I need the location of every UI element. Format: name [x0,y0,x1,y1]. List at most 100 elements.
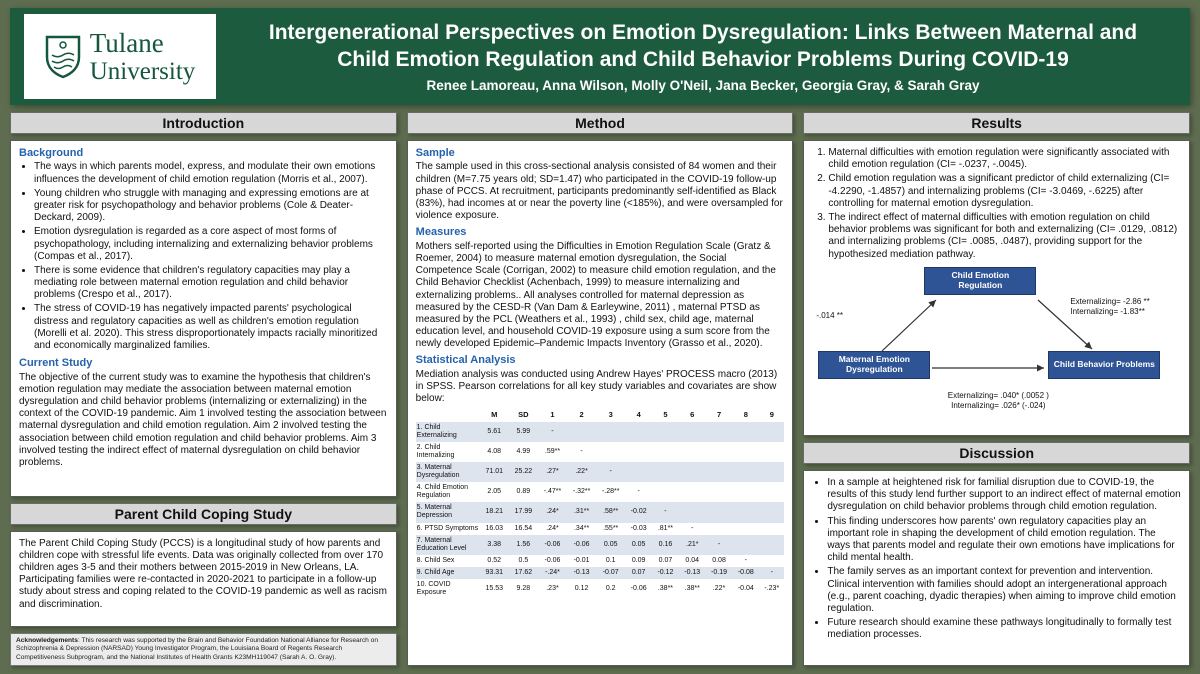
corr-column-header: 3 [608,410,613,420]
corr-cell [759,535,784,555]
tulane-wordmark: Tulane University [89,27,196,85]
background-bullet: Emotion dysregulation is regarded as a c… [34,226,388,263]
corr-cell: 1.56 [516,540,531,548]
corr-cell: -0.07 [602,568,619,576]
corr-row: 9. Child Age 93.31 17.62 -.24* -0.13 -0.07 0.0… [415,566,785,579]
results-item: Child emotion regulation was a significa… [828,173,1181,210]
corr-cell: -0.01 [573,556,590,564]
corr-cell [679,482,706,502]
corr-cell [706,482,733,502]
corr-cell: 2.05 [487,488,502,496]
diagram-box-child-emotion-regulation: Child Emotion Regulation [924,266,1037,295]
corr-cell: 0.07 [631,568,646,576]
corr-cell [679,422,706,442]
corr-cell: .59** [544,448,561,456]
corr-row: 6. PTSD Symptoms 16.03 16.54 .24* .34** .55**… [416,523,785,535]
corr-cell: 0.12 [574,584,589,592]
mediation-arrows [881,299,1093,372]
diagram-box-maternal-emotion-dysregulation: Maternal Emotion Dysregulation [818,350,931,379]
discussion-bullet: The family serves as an important contex… [827,566,1181,615]
corr-row-label: 9. Child Age [416,568,455,576]
corr-row-label: 4. Child Emotion Regulation [416,484,469,500]
corr-cell: 5.99 [516,428,531,436]
corr-cell: .38** [684,584,700,592]
corr-cell: 0.5 [518,556,529,564]
acknowledgements-label: Acknowledgements [16,636,78,644]
tulane-shield-icon [45,35,80,78]
corr-cell: .81** [657,524,674,532]
corr-cell: .34** [573,524,590,532]
corr-cell: .23* [546,584,559,592]
corr-cell [732,442,759,462]
background-heading: Background [19,147,84,159]
background-bullet: The ways in which parents model, express… [34,161,388,185]
corr-cell [679,462,706,482]
corr-cell [679,442,706,462]
results-item: The indirect effect of maternal difficul… [828,212,1181,261]
background-bullet-list: The ways in which parents model, express… [19,161,388,352]
corr-cell: - [609,468,612,476]
diagram-path-b-labels: Externalizing= -2.86 ** Internalizing= -… [1070,297,1182,318]
diagram-path-b-internalizing: Internalizing= -1.83** [1070,307,1145,317]
corr-cell [652,442,679,462]
left-column: Introduction Background The ways in whic… [10,112,397,666]
corr-cell: 4.99 [516,448,531,456]
corr-cell: -0.13 [684,568,701,576]
logo-line2: University [89,57,196,85]
corr-row: 8. Child Sex 0.52 0.5 -0.06 -0.01 0.1 0.09 0.07… [416,555,785,567]
corr-cell: - [551,428,554,436]
corr-cell [567,422,596,442]
corr-row-label: 1. Child Externalizing [416,424,457,440]
corr-cell: -0.04 [737,584,754,592]
corr-cell: -0.12 [657,568,674,576]
results-section-header: Results [803,112,1191,134]
corr-cell: 18.21 [485,508,503,516]
current-study-text: The objective of the current study was t… [19,371,387,468]
statistical-analysis-heading: Statistical Analysis [415,354,516,367]
corr-row: 2. Child Internalizing 4.08 4.99 .59** - [416,442,785,462]
discussion-bullet-list: In a sample at heightened risk for famil… [812,477,1181,641]
corr-cell: 0.89 [516,488,531,496]
corr-row: 1. Child Externalizing 5.61 5.99 - [415,422,785,443]
mediation-diagram: Child Emotion Regulation Maternal Emotio… [812,266,1184,419]
corr-cell [732,482,759,502]
corr-row-label: 3. Maternal Dysregulation [416,464,460,480]
corr-cell: -.28** [601,488,620,496]
corr-cell [706,422,733,442]
acknowledgements-text: : This research was supported by the Bra… [16,636,379,661]
corr-cell: 25.22 [514,468,533,476]
discussion-bullet: This finding underscores how parents' ow… [827,516,1181,565]
corr-cell: 17.99 [514,508,533,516]
corr-column-header: 1 [550,410,555,420]
corr-cell [625,442,652,462]
logo-line1: Tulane [89,27,164,58]
corr-cell: -0.13 [573,568,590,576]
corr-cell [732,523,759,535]
corr-cell: 3.38 [487,540,502,548]
corr-cell [732,535,759,555]
background-bullet: Young children who struggle with managin… [34,188,388,225]
corr-cell: .21* [686,540,699,548]
corr-cell: .22* [575,468,588,476]
corr-column-header: 7 [716,410,722,420]
corr-row-label: 5. Maternal Depression [416,504,453,520]
corr-cell: - [637,488,640,496]
corr-cell: -0.06 [544,540,561,548]
corr-cell: -.23* [764,584,780,592]
corr-cell: 0.09 [631,556,646,564]
corr-cell: -.32** [572,488,591,496]
corr-cell: 0.16 [658,540,673,548]
corr-cell [706,502,733,522]
discussion-section-header: Discussion [803,442,1191,464]
corr-cell: 16.03 [485,524,503,532]
diagram-path-a-label: -.014 ** [816,310,844,320]
corr-cell [679,502,706,522]
corr-cell: 0.05 [603,540,618,548]
corr-cell: 0.05 [631,540,646,548]
corr-cell: .27* [546,468,559,476]
corr-cell: .24* [546,524,559,532]
current-study-heading: Current Study [19,357,93,370]
corr-cell: - [691,524,694,532]
correlation-table: M SD 1 2 3 4 5 6 7 8 9 1. Child Externalizing 5.61 5.… [415,409,785,598]
